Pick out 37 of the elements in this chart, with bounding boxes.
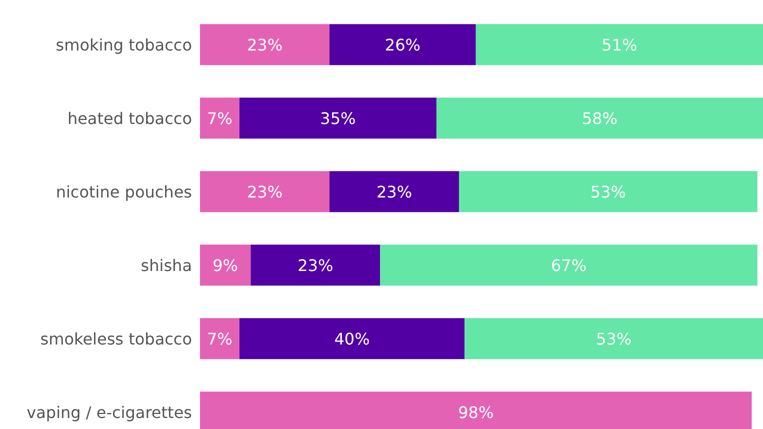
data-label: 23% [298, 256, 334, 275]
bar [200, 98, 240, 139]
data-label: 23% [376, 182, 412, 202]
y-tick-label: vaping / e-cigarettes [26, 402, 192, 422]
data-label: 35% [320, 108, 356, 128]
bar [380, 244, 758, 286]
y-tick-label: nicotine pouches [56, 182, 192, 202]
data-label: 53% [590, 182, 626, 202]
data-label: 58% [582, 108, 618, 128]
y-tick-label: heated tobacco [67, 108, 192, 128]
bar [200, 171, 330, 212]
bar [200, 24, 330, 66]
bar [458, 171, 758, 212]
y-tick-label: shisha [140, 256, 192, 275]
bar [436, 98, 763, 139]
data-label: 51% [602, 35, 638, 54]
bar [239, 318, 465, 360]
data-label: 23% [246, 182, 283, 202]
data-label: 9% [212, 256, 238, 275]
bar [476, 24, 763, 66]
data-label: 98% [458, 402, 494, 422]
bar [329, 24, 476, 66]
bar [200, 244, 251, 286]
bar [329, 171, 459, 212]
y-tick-label: smokeless tobacco [40, 329, 192, 348]
data-label: 53% [596, 329, 632, 348]
data-label: 7% [207, 108, 232, 128]
bar [200, 318, 240, 360]
bar [250, 244, 380, 286]
data-label: 26% [384, 35, 420, 54]
bar [239, 98, 436, 139]
y-tick-label: smoking tobacco [56, 35, 192, 54]
data-label: 7% [207, 329, 232, 348]
data-label: 67% [550, 256, 587, 275]
data-label: 23% [246, 35, 283, 54]
bar [464, 318, 763, 360]
data-label: 40% [334, 329, 370, 348]
